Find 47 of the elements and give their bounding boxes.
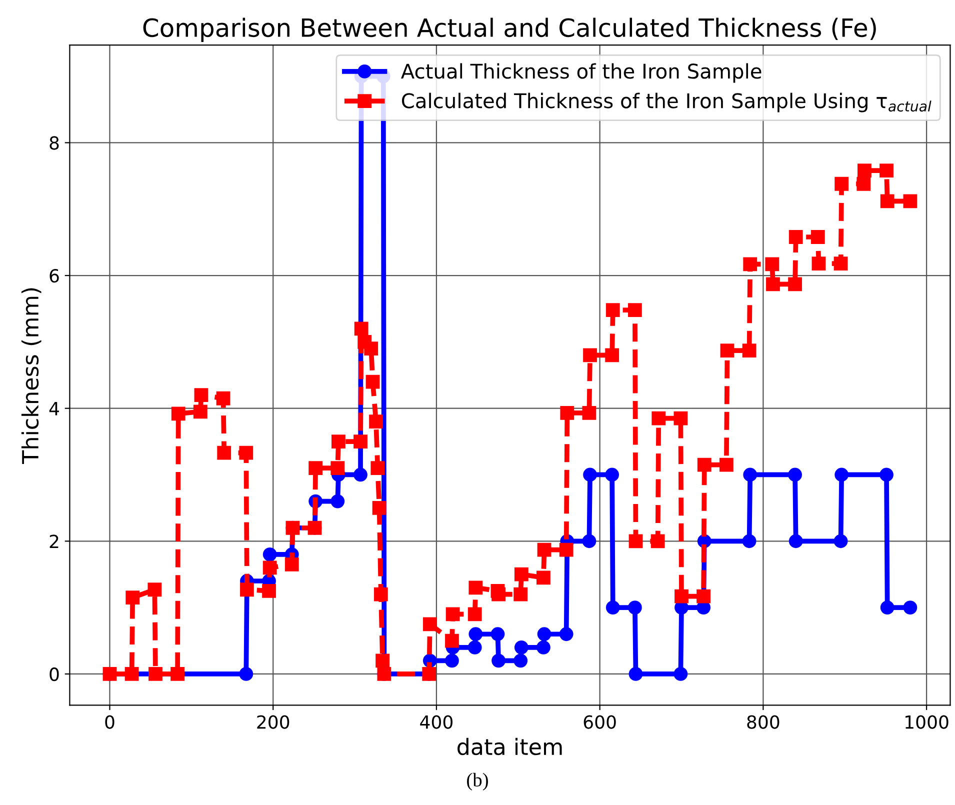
y-axis-title: Thickness (mm) [21,288,42,464]
y-tick-label: 2 [50,534,58,548]
point [445,654,459,668]
point [468,627,483,642]
point [559,627,574,642]
point [330,494,345,508]
legend-label: Actual Thickness of the Iron Sample [400,63,762,83]
point [903,600,918,615]
point [628,667,643,681]
point [674,667,688,681]
y-tick-label: 0 [50,667,59,682]
point [239,667,254,681]
point [788,468,802,482]
point [514,640,528,654]
x-tick-label: 400 [420,715,452,729]
chart-title: Comparison Between Actual and Calculated Thickness (Fe) [143,18,876,42]
point [834,468,849,482]
point [880,468,894,482]
point [605,468,620,482]
point [788,534,803,548]
y-tick-label: 8 [50,136,59,150]
point [606,600,620,615]
point [742,534,756,548]
x-tick-label: 0 [105,715,114,729]
text: (b) [467,772,488,791]
y-tick-label: 6 [50,268,59,283]
point [582,534,596,548]
legend-label: Calculated Thickness of the Iron Sample Using τ$_{actual}$ [402,92,932,112]
point [628,600,642,615]
point [490,627,505,642]
y-tick-label: 4 [49,402,59,416]
x-tick-label: 1000 [906,715,948,729]
x-tick-label: 600 [584,715,616,729]
point [262,547,277,562]
point [514,654,528,668]
point [583,468,597,482]
point [834,534,848,548]
point [880,600,894,615]
point [743,468,758,482]
point [537,627,552,642]
x-tick-label: 200 [257,715,290,729]
point [468,640,482,654]
x-tick-label: 800 [747,715,780,729]
point [354,468,368,482]
point [492,654,506,668]
x-axis-title: data item [458,738,562,756]
point [536,640,550,654]
